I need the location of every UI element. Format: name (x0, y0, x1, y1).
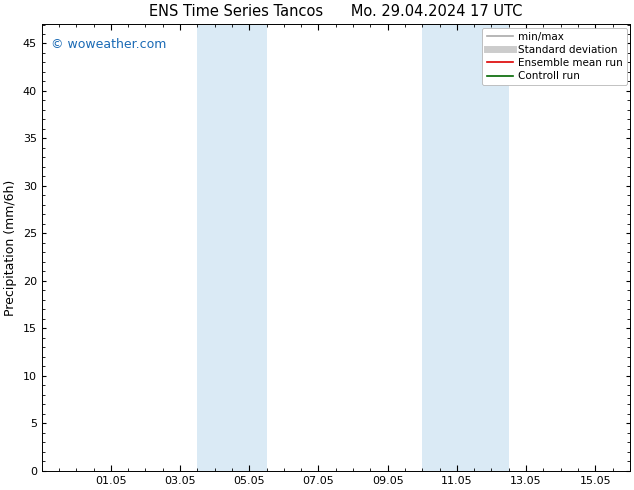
Text: © woweather.com: © woweather.com (51, 38, 166, 51)
Y-axis label: Precipitation (mm/6h): Precipitation (mm/6h) (4, 180, 17, 316)
Title: ENS Time Series Tancos      Mo. 29.04.2024 17 UTC: ENS Time Series Tancos Mo. 29.04.2024 17… (149, 4, 522, 19)
Bar (422, 24, 508, 471)
Bar (197, 24, 266, 471)
Legend: min/max, Standard deviation, Ensemble mean run, Controll run: min/max, Standard deviation, Ensemble me… (482, 27, 626, 85)
